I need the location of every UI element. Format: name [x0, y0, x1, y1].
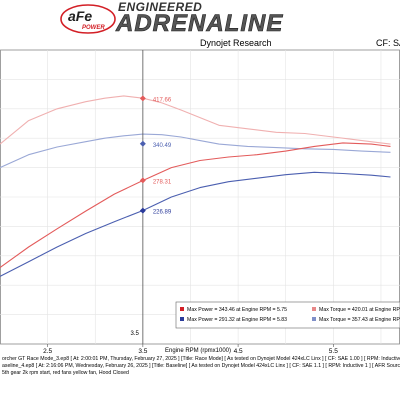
x-ticks: 2.5 3.5 4.5 5.5 [43, 344, 338, 355]
legend-entry: Max Power = 291.32 at Engine RPM = 5.83 [187, 317, 287, 323]
cursor-markers: 417.66 340.49 278.31 226.89 [139, 95, 172, 216]
legend-swatch [180, 317, 184, 321]
legend-swatch [312, 307, 316, 311]
series-line-race-power [0, 142, 391, 269]
afe-logo-text: aFe [68, 8, 92, 24]
x-tick-label: 3.5 [138, 348, 147, 355]
brand-engineered: ENGINEERED [118, 0, 203, 14]
legend: Max Power = 343.46 at Engine RPM = 5.75 M… [175, 301, 400, 329]
dynojet-research-label: Dynojet Research [200, 38, 272, 48]
cursor-value-label: 417.66 [153, 97, 172, 103]
series-line-base-power [0, 171, 391, 277]
afe-logo: aFe POWER [60, 4, 116, 34]
legend-swatch [312, 317, 316, 321]
x-tick-label: 4.5 [234, 348, 243, 355]
cursor-value-label: 340.49 [153, 143, 172, 149]
cursor-marker [139, 140, 146, 147]
cursor-marker [139, 95, 146, 102]
afe-logo-power: POWER [82, 25, 105, 31]
dyno-chart: 3.5 417.66 340.49 278.31 226.89 Max Power =… [0, 49, 400, 355]
run-info-footer: orcher GT Race Mode_3.ep8 [ At: 2:00:01 … [0, 356, 400, 400]
legend-entry: Max Power = 343.46 at Engine RPM = 5.75 [187, 307, 287, 313]
cursor-marker [139, 207, 146, 214]
cursor-value-label: 278.31 [153, 179, 172, 185]
x-tick-label: 2.5 [43, 348, 52, 355]
series-lines [0, 95, 391, 277]
legend-swatch [180, 307, 184, 311]
cursor-top-label: 3.5 [131, 331, 140, 337]
cf-label: CF: SA [376, 38, 400, 48]
afe-logo-swoosh [60, 4, 116, 34]
run-info-line: 5th gear 2k rpm start, red fans yellow f… [2, 370, 129, 376]
series-line-base-torque [0, 133, 391, 169]
run-info-line: orcher GT Race Mode_3.ep8 [ At: 2:00:01 … [2, 356, 400, 362]
x-tick-label: 5.5 [329, 348, 338, 355]
cursor-value-label: 226.89 [153, 210, 172, 216]
legend-entry: Max Torque = 420.01 at Engine RPM [319, 307, 400, 313]
legend-box [175, 301, 400, 329]
series-line-race-torque [0, 95, 391, 145]
run-info-line: aseline_4.ep8 [ At: 2:16:06 PM, Wednesda… [2, 363, 400, 369]
header: aFe POWER ENGINEERED ADRENALINE Dynojet … [0, 0, 400, 48]
brand-adrenaline: ADRENALINE [116, 10, 284, 38]
x-axis-label: Engine RPM (rpmx1000) [165, 348, 231, 354]
cursor-marker [139, 177, 146, 184]
legend-entry: Max Torque = 357.43 at Engine RPM [319, 317, 400, 323]
